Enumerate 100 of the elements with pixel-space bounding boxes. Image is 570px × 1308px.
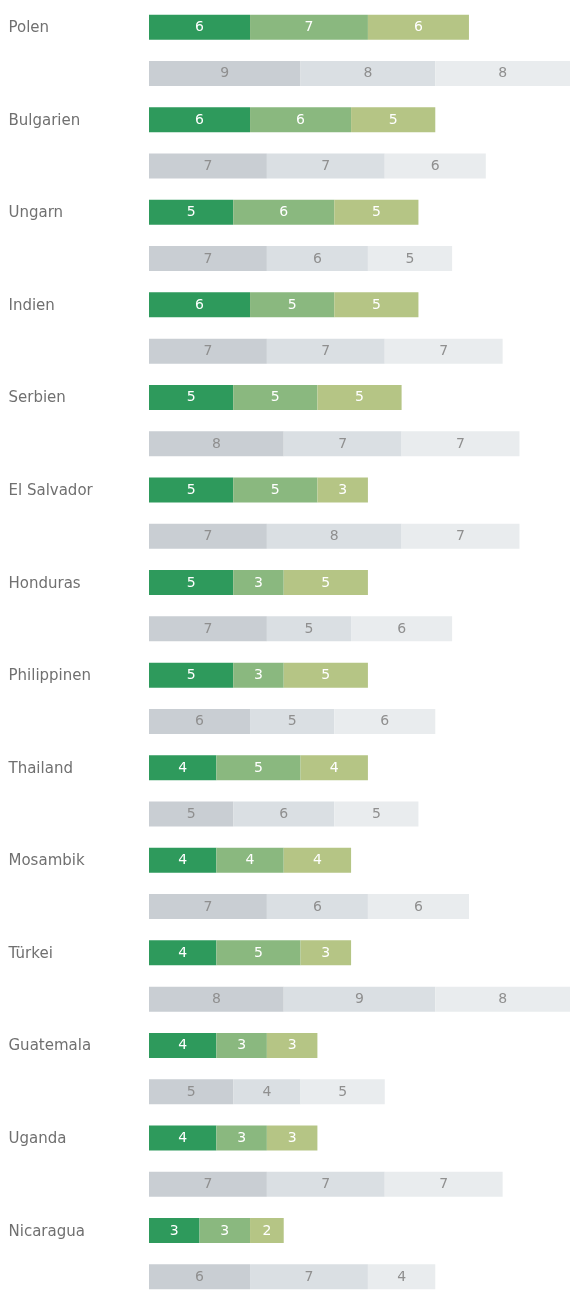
data-label: 6 (195, 1267, 205, 1284)
bar (283, 431, 402, 457)
data-label: 5 (186, 388, 196, 405)
bar (149, 616, 267, 642)
bar (334, 801, 419, 827)
data-label: 2 (262, 1221, 272, 1238)
y-tick-label: Guatemala (8, 1036, 92, 1055)
bar (367, 894, 469, 920)
data-label: 5 (186, 573, 196, 590)
bar (266, 616, 352, 642)
bar (149, 384, 234, 410)
bar (266, 1125, 318, 1151)
bar (266, 1032, 318, 1058)
data-label: 3 (237, 1129, 247, 1145)
bar (266, 338, 385, 364)
data-label: 7 (304, 18, 314, 35)
data-label: 6 (380, 712, 390, 729)
bar (199, 1218, 251, 1244)
data-label: 7 (203, 342, 213, 359)
data-label: 6 (195, 18, 205, 35)
bar (149, 431, 284, 457)
bar (300, 60, 436, 86)
bar (250, 708, 335, 734)
data-label: 4 (397, 1267, 407, 1284)
data-label: 4 (178, 758, 188, 775)
data-label: 7 (439, 1175, 449, 1192)
bar (149, 60, 301, 86)
data-label: 3 (169, 1221, 179, 1238)
bar (334, 199, 419, 225)
bar (367, 1264, 436, 1290)
bar (384, 1171, 503, 1197)
data-label: 3 (254, 666, 263, 683)
data-label: 7 (203, 897, 213, 914)
data-label: 6 (413, 18, 423, 35)
bar (149, 14, 251, 40)
y-tick-label: Polen (8, 18, 50, 37)
y-tick-label: Indien (8, 295, 55, 314)
bar (351, 616, 453, 642)
y-tick-label: Thailand (7, 758, 73, 777)
bar (149, 523, 267, 549)
data-label: 7 (439, 342, 449, 359)
data-label: 4 (245, 851, 255, 868)
bar (149, 940, 217, 966)
y-tick-label: Serbien (8, 388, 66, 407)
bar (149, 708, 251, 734)
data-label: 5 (254, 943, 263, 960)
data-label: 4 (178, 851, 188, 868)
data-label: 3 (237, 1036, 247, 1053)
bar (149, 1032, 217, 1058)
bar (367, 246, 453, 272)
bar (250, 292, 335, 318)
bar (149, 986, 284, 1012)
y-tick-label: Honduras (8, 573, 81, 592)
bar (233, 801, 335, 827)
data-label: 4 (178, 1129, 188, 1145)
data-label: 7 (304, 1267, 314, 1284)
bar (149, 1171, 267, 1197)
y-tick-label: Türkei (7, 943, 53, 962)
bar (149, 570, 234, 596)
bar (216, 755, 301, 781)
bar (149, 1218, 200, 1244)
bar (216, 940, 301, 966)
y-tick-label: Nicaragua (8, 1221, 85, 1240)
bar (300, 1079, 385, 1105)
data-label: 8 (363, 64, 373, 81)
bar (149, 153, 267, 179)
data-label: 5 (371, 295, 381, 312)
bar (149, 292, 251, 318)
bar (149, 847, 217, 873)
bar (266, 894, 368, 920)
bar (351, 107, 436, 133)
data-label: 4 (262, 1082, 272, 1099)
bar (401, 431, 520, 457)
data-label: 5 (270, 481, 280, 497)
data-label: 5 (186, 481, 196, 497)
bar (266, 153, 385, 179)
bar (149, 1079, 234, 1105)
data-label: 3 (338, 481, 348, 497)
bar (216, 1125, 267, 1151)
data-label: 8 (498, 990, 508, 1007)
bar (300, 755, 368, 781)
bar (317, 477, 368, 503)
data-label: 7 (338, 434, 348, 451)
bar (250, 107, 352, 133)
bar (149, 338, 267, 364)
data-label: 8 (498, 64, 508, 81)
bar (250, 1264, 368, 1290)
bar (384, 153, 486, 179)
bar (250, 14, 368, 40)
data-label: 6 (397, 619, 407, 636)
data-label: 7 (321, 1175, 331, 1192)
data-label: 5 (405, 249, 415, 266)
data-label: 6 (279, 203, 289, 220)
bar (300, 940, 352, 966)
data-label: 5 (287, 712, 297, 729)
bar (283, 662, 368, 688)
bar (266, 523, 402, 549)
data-label: 3 (287, 1129, 297, 1145)
data-label: 6 (430, 157, 440, 173)
bar (435, 986, 570, 1012)
